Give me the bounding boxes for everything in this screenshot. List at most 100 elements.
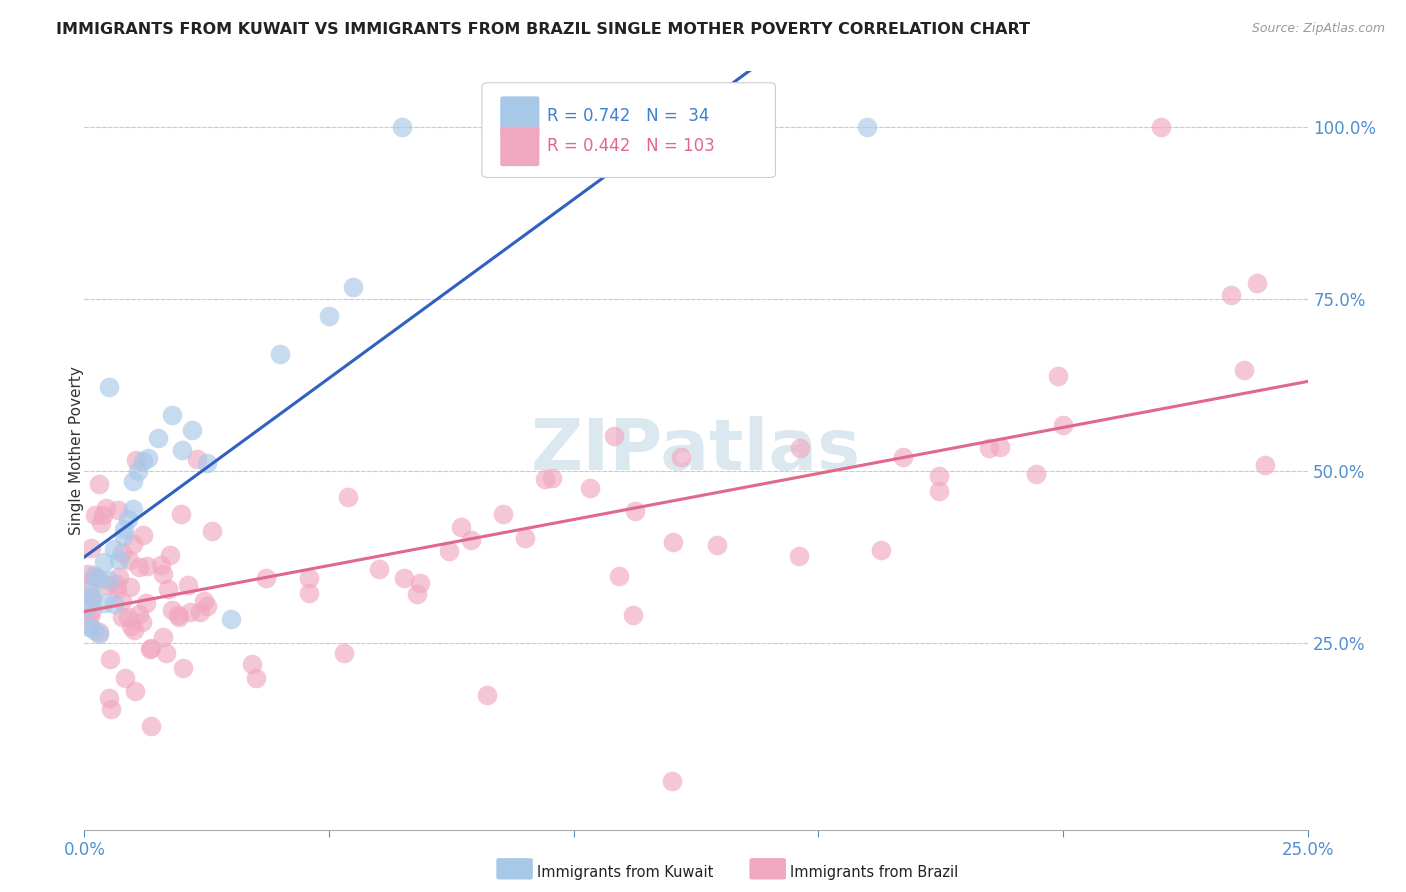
Point — [87, 572, 110, 586]
Point — [201, 524, 224, 538]
Point — [342, 279, 364, 293]
Point — [93, 555, 115, 569]
Point — [111, 593, 134, 607]
Point — [167, 610, 190, 624]
Point — [77, 619, 100, 633]
Point — [117, 512, 139, 526]
Point — [87, 476, 110, 491]
Point — [100, 702, 122, 716]
Point — [127, 465, 149, 479]
Point — [661, 535, 683, 549]
Point — [179, 605, 201, 619]
Point — [80, 591, 103, 605]
Point — [80, 541, 103, 556]
Point — [97, 380, 120, 394]
Point — [118, 553, 141, 567]
Text: Immigrants from Kuwait: Immigrants from Kuwait — [537, 865, 713, 880]
Point — [513, 531, 536, 545]
Point — [609, 569, 631, 583]
Point — [437, 543, 460, 558]
Point — [318, 309, 340, 323]
Point — [146, 431, 169, 445]
Point — [132, 528, 155, 542]
Point — [450, 520, 472, 534]
Point — [177, 578, 200, 592]
Point — [394, 572, 416, 586]
Point — [856, 120, 879, 134]
Point — [152, 567, 174, 582]
Point — [105, 582, 128, 597]
Point — [155, 646, 177, 660]
Point — [789, 441, 811, 455]
Point — [195, 599, 218, 614]
Point — [124, 684, 146, 698]
Point — [139, 719, 162, 733]
Point — [602, 428, 624, 442]
Point — [368, 561, 391, 575]
Point — [988, 441, 1011, 455]
Point — [94, 500, 117, 515]
Point — [111, 546, 134, 560]
Point — [891, 450, 914, 465]
Point — [172, 661, 194, 675]
Point — [669, 450, 692, 465]
Point — [107, 552, 129, 566]
Point — [405, 586, 427, 600]
Point — [107, 570, 129, 584]
Point — [181, 424, 204, 438]
Point — [1025, 467, 1047, 482]
Point — [120, 619, 142, 633]
Point — [80, 591, 103, 606]
Point — [77, 567, 100, 582]
Point — [172, 443, 194, 458]
Point — [333, 646, 356, 660]
Point — [87, 627, 110, 641]
Text: R = 0.742   N =  34: R = 0.742 N = 34 — [547, 107, 709, 125]
Point — [928, 483, 950, 498]
Point — [166, 608, 188, 623]
Text: R = 0.442   N = 103: R = 0.442 N = 103 — [547, 137, 714, 155]
Point — [541, 471, 564, 485]
Point — [1052, 417, 1074, 432]
Point — [83, 624, 105, 638]
Point — [122, 502, 145, 516]
Point — [1233, 363, 1256, 377]
Point — [477, 688, 499, 702]
Point — [77, 618, 100, 632]
Point — [621, 607, 644, 622]
Point — [1246, 276, 1268, 290]
Point — [136, 451, 159, 466]
Point — [83, 570, 105, 584]
Point — [138, 641, 160, 656]
Point — [97, 573, 120, 587]
Point — [254, 571, 277, 585]
Point — [96, 578, 118, 592]
Point — [136, 558, 159, 573]
Point — [112, 529, 135, 543]
Point — [139, 640, 162, 655]
Point — [77, 577, 100, 591]
Text: Immigrants from Brazil: Immigrants from Brazil — [790, 865, 959, 880]
Point — [1047, 369, 1070, 384]
Point — [121, 536, 143, 550]
Text: IMMIGRANTS FROM KUWAIT VS IMMIGRANTS FROM BRAZIL SINGLE MOTHER POVERTY CORRELATI: IMMIGRANTS FROM KUWAIT VS IMMIGRANTS FRO… — [56, 22, 1031, 37]
Point — [76, 600, 98, 615]
Point — [240, 657, 263, 672]
Point — [83, 568, 105, 582]
Point — [98, 652, 121, 666]
FancyBboxPatch shape — [482, 83, 776, 178]
Point — [128, 559, 150, 574]
Point — [195, 456, 218, 470]
Point — [122, 623, 145, 637]
Text: ZIPatlas: ZIPatlas — [531, 416, 860, 485]
Point — [128, 607, 150, 622]
Point — [578, 482, 600, 496]
Point — [135, 596, 157, 610]
Point — [162, 409, 184, 423]
Point — [111, 609, 134, 624]
Point — [269, 347, 291, 361]
Point — [391, 120, 413, 134]
Point — [152, 630, 174, 644]
Point — [1150, 120, 1173, 134]
Y-axis label: Single Mother Poverty: Single Mother Poverty — [69, 366, 83, 535]
